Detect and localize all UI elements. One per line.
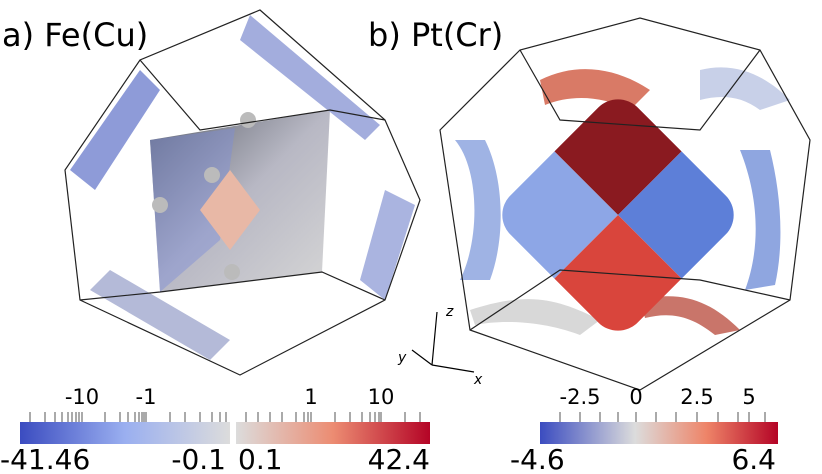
- y-axis: [411, 349, 433, 366]
- colorbar: [540, 422, 778, 444]
- colorbar-max-label: -0.1: [171, 443, 226, 474]
- panel-b-render: [439, 17, 811, 391]
- brillouin-zone: [519, 49, 761, 131]
- fermi-sheet: [70, 70, 160, 190]
- z-axis: [431, 311, 438, 366]
- colorbar: [20, 422, 230, 444]
- y-label: y: [397, 350, 407, 366]
- colorbar-ticks: [29, 412, 766, 422]
- colorbar-tick-label: 2.5: [680, 385, 713, 409]
- brillouin-zone: [139, 59, 386, 131]
- colorbar-tick-label: 0: [629, 385, 642, 409]
- fermi-sheet: [740, 150, 781, 290]
- fermi-sheet: [90, 270, 230, 360]
- brillouin-zone: [64, 9, 421, 376]
- colorbar-min-label: -4.6: [510, 443, 565, 474]
- fermi-sheet: [455, 140, 501, 280]
- brillouin-zone: [469, 269, 791, 331]
- colorbar: [236, 422, 430, 444]
- fermi-pocket: [240, 112, 256, 128]
- colorbar-tick-label: -2.5: [560, 385, 601, 409]
- fermi-sheet: [360, 190, 415, 300]
- brillouin-zone: [79, 271, 386, 301]
- panel-label: b) Pt(Cr): [368, 16, 503, 54]
- brillouin-zone: [439, 17, 811, 391]
- x-axis: [431, 364, 475, 373]
- colorbar-min-label: -41.46: [0, 443, 90, 474]
- colorbar-min-label: 0.1: [238, 443, 283, 474]
- colorbar-tick-label: -10: [65, 385, 99, 409]
- z-label: z: [445, 304, 454, 320]
- fermi-sheet: [240, 15, 380, 140]
- axes-triad: [411, 311, 475, 373]
- colorbar-tick-label: -1: [136, 385, 157, 409]
- fermi-sheet: [640, 296, 740, 335]
- colorbar-max-label: 42.4: [368, 443, 430, 474]
- fermi-pocket: [224, 264, 240, 280]
- panel-a-render: [64, 9, 421, 376]
- fermi-pocket: [152, 197, 168, 213]
- colorbar-tick-label: 10: [368, 385, 395, 409]
- fermi-pocket: [204, 167, 220, 183]
- x-label: x: [473, 372, 483, 388]
- colorbar-tick-label: 5: [742, 385, 755, 409]
- fermi-pocket: [200, 170, 260, 250]
- colorbar-tick-label: 1: [304, 385, 317, 409]
- fermi-sheet: [540, 69, 650, 110]
- fermi-sheet: [700, 67, 790, 110]
- colorbar-max-label: 6.4: [731, 443, 776, 474]
- panel-label: a) Fe(Cu): [2, 16, 148, 54]
